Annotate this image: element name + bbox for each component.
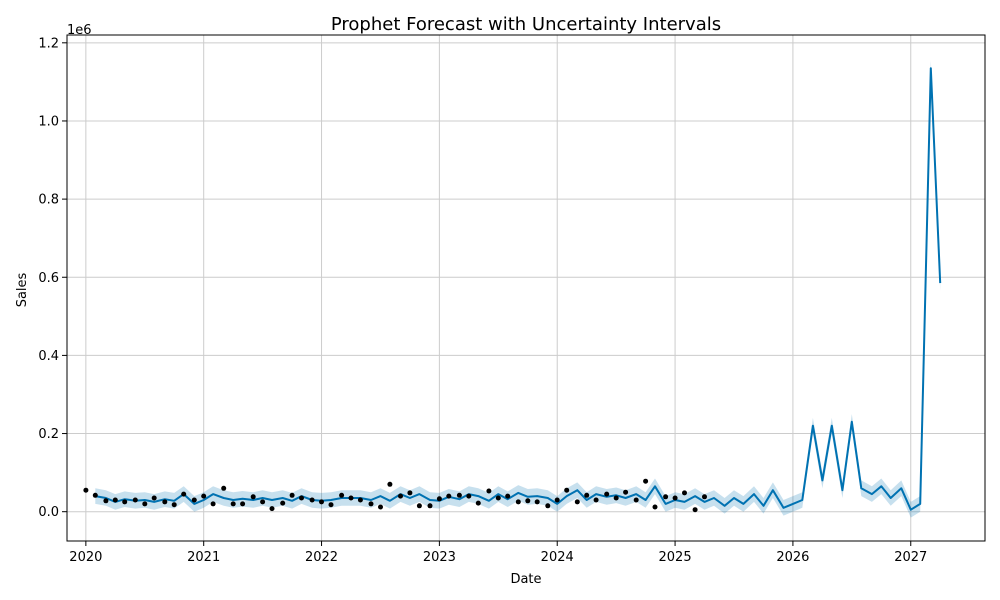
observed-point — [574, 499, 580, 505]
observed-point — [142, 501, 148, 507]
observed-point — [623, 489, 629, 495]
observed-point — [269, 506, 275, 512]
observed-point — [593, 497, 599, 503]
observed-point — [92, 492, 98, 498]
observed-point — [505, 493, 511, 499]
observed-point — [328, 502, 334, 508]
x-tick-label: 2020 — [69, 550, 102, 565]
observed-point — [240, 501, 246, 507]
observed-point — [515, 499, 521, 505]
observed-points — [83, 478, 707, 513]
observed-point — [643, 478, 649, 484]
y-axis-ticks: 0.0 0.2 0.4 0.6 0.8 1.0 1.2 — [38, 36, 67, 520]
forecast-line — [95, 67, 942, 511]
observed-point — [378, 504, 383, 510]
observed-point — [289, 492, 295, 498]
observed-point — [103, 498, 109, 504]
observed-point — [456, 492, 462, 498]
observed-point — [398, 493, 403, 499]
observed-point — [221, 485, 227, 491]
observed-point — [554, 497, 560, 503]
observed-point — [564, 487, 570, 493]
observed-point — [181, 491, 187, 497]
observed-point — [357, 497, 363, 503]
observed-point — [319, 499, 324, 505]
observed-point — [309, 497, 315, 503]
y-tick-label: 0.0 — [38, 505, 59, 520]
observed-point — [652, 504, 658, 510]
observed-point — [122, 499, 128, 505]
x-tick-label: 2024 — [541, 550, 574, 565]
observed-point — [260, 499, 266, 505]
observed-point — [210, 501, 216, 507]
observed-point — [446, 493, 452, 499]
x-tick-label: 2023 — [423, 550, 456, 565]
y-tick-label: 0.4 — [38, 349, 59, 364]
observed-point — [495, 495, 501, 501]
plot-frame — [66, 34, 986, 542]
x-tick-label: 2027 — [894, 550, 927, 565]
x-tick-label: 2022 — [305, 550, 338, 565]
x-tick-label: 2025 — [659, 550, 692, 565]
observed-point — [191, 497, 197, 503]
observed-point — [368, 501, 374, 507]
observed-point — [132, 497, 138, 503]
observed-point — [475, 500, 481, 506]
observed-point — [387, 481, 393, 487]
observed-point — [250, 494, 256, 500]
observed-point — [702, 494, 707, 500]
x-axis-ticks: 2020 2021 2022 2023 2024 2025 2026 2027 — [69, 541, 927, 565]
observed-point — [672, 495, 678, 501]
observed-point — [534, 499, 540, 505]
observed-point — [663, 494, 669, 500]
y-tick-label: 0.6 — [38, 271, 59, 286]
observed-point — [692, 507, 698, 513]
observed-point — [427, 503, 433, 509]
y-axis-label: Sales — [15, 272, 30, 307]
x-tick-label: 2021 — [187, 550, 220, 565]
observed-point — [466, 493, 472, 499]
observed-point — [486, 488, 492, 494]
y-tick-label: 0.8 — [38, 193, 59, 208]
observed-point — [682, 490, 687, 496]
y-tick-label: 1.0 — [38, 114, 59, 129]
observed-point — [299, 495, 304, 501]
observed-point — [436, 496, 442, 502]
observed-point — [613, 495, 619, 501]
observed-point — [230, 501, 236, 507]
observed-point — [339, 492, 345, 498]
chart-title: Prophet Forecast with Uncertainty Interv… — [331, 14, 721, 35]
observed-point — [525, 498, 531, 504]
observed-point — [280, 500, 286, 506]
y-tick-label: 1.2 — [38, 36, 59, 51]
observed-point — [171, 502, 177, 508]
forecast-line-group — [95, 67, 942, 511]
observed-point — [407, 490, 413, 496]
observed-point — [545, 503, 551, 509]
observed-point — [633, 497, 639, 503]
observed-point — [112, 497, 118, 503]
grid-lines — [67, 35, 985, 541]
observed-point — [348, 495, 354, 501]
observed-point — [151, 495, 157, 501]
observed-point — [83, 487, 89, 493]
observed-point — [162, 499, 168, 505]
observed-point — [201, 493, 207, 499]
x-axis-label: Date — [510, 572, 541, 587]
observed-point — [584, 492, 590, 498]
y-axis-offset-text: 1e6 — [67, 23, 92, 38]
y-tick-label: 0.2 — [38, 427, 59, 442]
observed-point — [416, 503, 422, 509]
x-tick-label: 2026 — [776, 550, 809, 565]
observed-point — [604, 491, 610, 497]
